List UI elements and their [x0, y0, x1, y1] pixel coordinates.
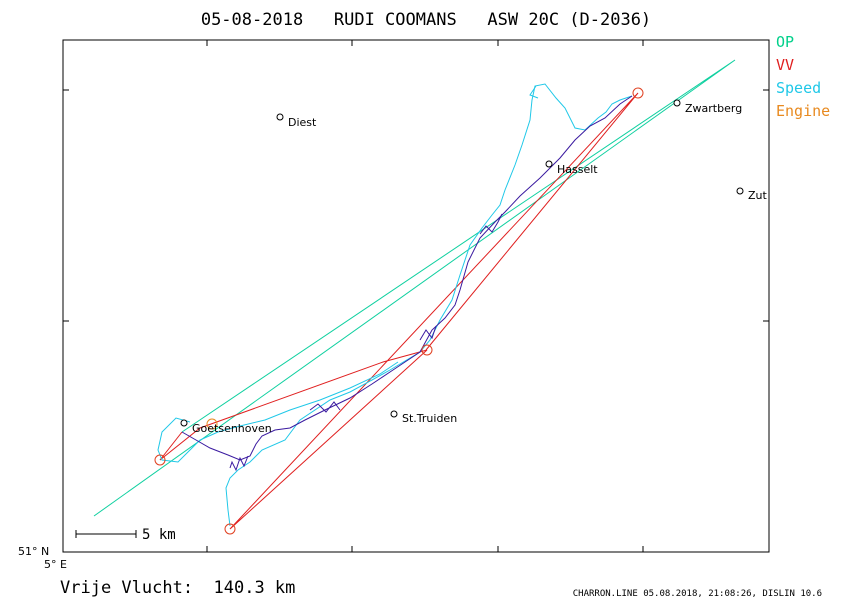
place-hasselt: Hasselt: [557, 163, 598, 176]
turnpoint-circle: [421, 344, 433, 356]
legend-speed: Speed: [776, 79, 821, 97]
legend-engine: Engine: [776, 102, 830, 120]
map-frame: [62, 39, 770, 553]
longitude-label: 5° E: [44, 558, 67, 571]
turnpoint-circle: [632, 87, 644, 99]
place-marker: [276, 113, 284, 121]
place-goetsenhoven: Goetsenhoven: [192, 422, 272, 435]
distance-summary: Vrije Vlucht: 140.3 km: [60, 578, 295, 598]
latitude-label: 51° N: [18, 545, 49, 558]
op-route: [93, 59, 736, 517]
place-marker: [180, 419, 188, 427]
map-title: 05-08-2018 RUDI COOMANS ASW 20C (D-2036): [201, 10, 651, 30]
place-zut: Zut: [748, 189, 768, 202]
legend-vv: VV: [776, 56, 794, 74]
place-marker: [390, 410, 398, 418]
scale-bar: [75, 530, 137, 538]
place-marker: [736, 187, 744, 195]
place-diest: Diest: [288, 116, 317, 129]
vv-route: [159, 92, 639, 530]
flight-trace: [181, 95, 633, 472]
turnpoint-markers: [154, 87, 644, 535]
speed-track: [157, 83, 633, 527]
places: Diest Hasselt Zwartberg Zut St.Truiden G…: [180, 99, 768, 435]
place-zwartberg: Zwartberg: [685, 102, 742, 115]
turnpoint-circle: [224, 523, 236, 535]
footer-info: CHARRON.LINE 05.08.2018, 21:08:26, DISLI…: [573, 589, 822, 599]
place-st-truiden: St.Truiden: [402, 412, 457, 425]
engine-circle: [206, 418, 218, 430]
place-marker: [673, 99, 681, 107]
axis-ticks: [63, 40, 769, 552]
place-marker: [545, 160, 553, 168]
scale-label: 5 km: [142, 527, 176, 543]
turnpoint-circle: [154, 454, 166, 466]
legend-op: OP: [776, 33, 794, 51]
